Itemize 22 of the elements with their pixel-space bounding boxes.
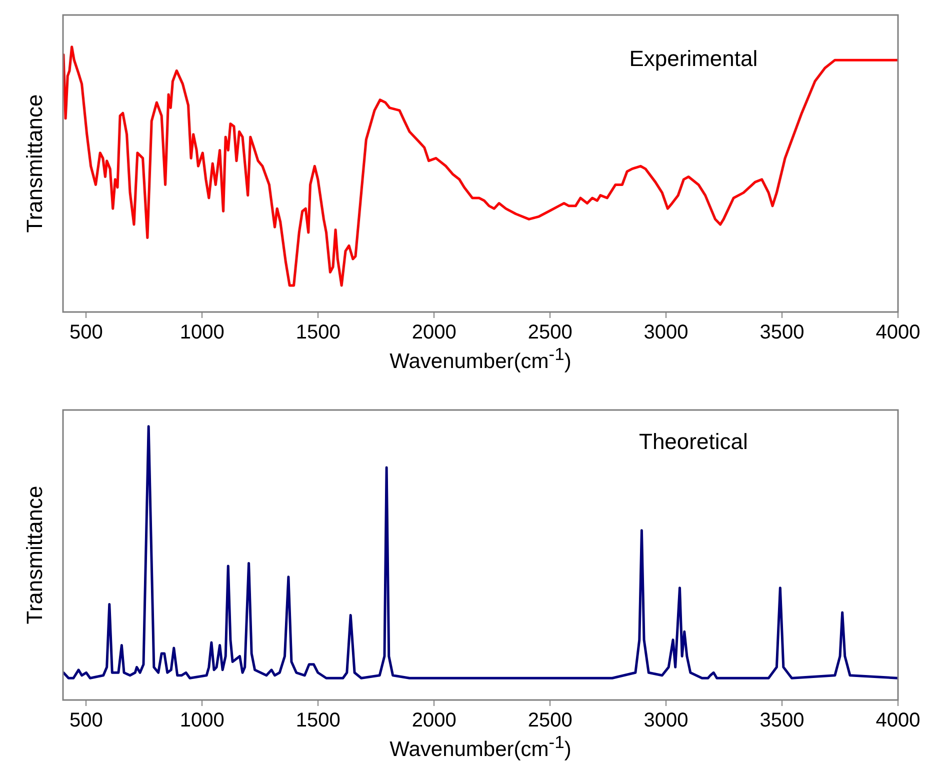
x-tick-label: 1000	[180, 322, 224, 344]
x-tick-label: 1500	[296, 710, 340, 732]
x-tick-label: 2500	[528, 710, 572, 732]
y-axis-title: Transmittance	[22, 94, 48, 233]
x-tick-label: 3000	[644, 322, 688, 344]
x-tick-label: 3500	[760, 322, 804, 344]
x-tick-label: 3500	[760, 710, 804, 732]
annotation: Experimental	[629, 46, 758, 72]
x-tick-label: 1500	[296, 322, 340, 344]
annotation: Theoretical	[639, 429, 748, 454]
x-tick-label: 2000	[412, 322, 456, 344]
x-tick-label: 2000	[412, 710, 456, 732]
x-tick-label: 4000	[876, 322, 920, 344]
x-tick-label: 500	[70, 710, 103, 732]
x-axis-title: Wavenumber(cm$^{-1}$)	[388, 732, 572, 762]
x-axis-title: Wavenumber(cm$^{-1}$)	[388, 344, 572, 374]
x-tick-label: 2500	[528, 322, 572, 344]
y-axis-title: Transmittance	[22, 486, 48, 624]
x-tick-label: 4000	[876, 710, 920, 732]
x-tick-label: 500	[70, 322, 103, 344]
x-tick-label: 3000	[644, 710, 688, 732]
x-tick-label: 1000	[180, 710, 224, 732]
